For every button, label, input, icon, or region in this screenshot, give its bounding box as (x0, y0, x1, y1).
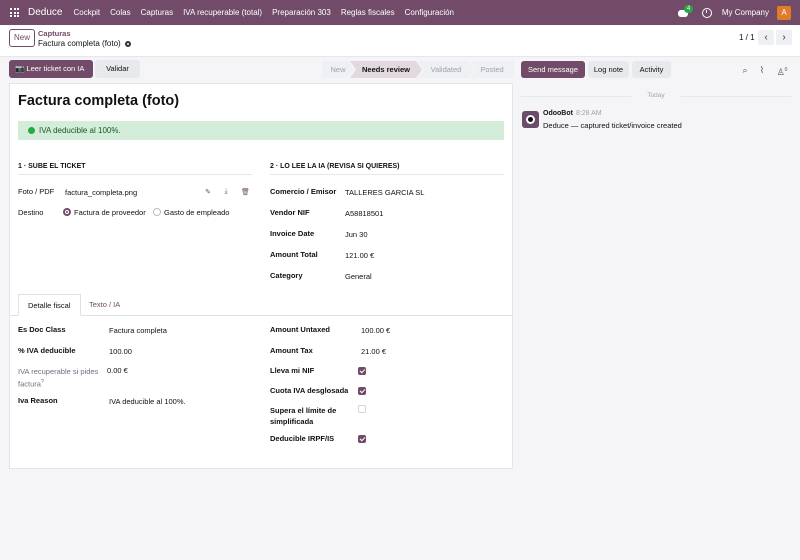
section-ai-reads: 2 · LO LEE LA IA (REVISA SI QUIERES) (270, 163, 504, 175)
pct-iva-field[interactable]: 100.00 (109, 347, 132, 356)
amount-untaxed-label: Amount Untaxed (270, 325, 330, 334)
message-author: OdooBot 8:28 AM (543, 110, 602, 117)
lleva-nif-checkbox[interactable] (358, 367, 366, 375)
validate-button[interactable]: Validar (95, 60, 140, 78)
gear-icon[interactable] (124, 40, 131, 47)
odoobot-avatar (522, 111, 539, 128)
menu-reglas-fiscales[interactable]: Reglas fiscales (340, 8, 395, 17)
doc-class-label: Es Doc Class (18, 325, 66, 334)
category-field[interactable]: General (345, 272, 372, 281)
iva-reason-field[interactable]: IVA deducible al 100%. (109, 397, 186, 406)
vendor-nif-label: Vendor NIF (270, 208, 310, 217)
destino-option-1[interactable]: Factura de proveedor (74, 208, 146, 217)
chat-icon[interactable]: 4 (677, 4, 694, 18)
supera-checkbox[interactable] (358, 405, 366, 413)
green-dot-icon (28, 126, 35, 134)
amount-tax-field[interactable]: 21.00 € (361, 347, 387, 356)
lleva-nif-label: Lleva mi NIF (270, 366, 315, 375)
app-brand[interactable]: Deduce (28, 7, 63, 18)
stage-posted[interactable]: Posted (470, 61, 514, 78)
section-upload-ticket: 1 · SUBE EL TICKET (18, 163, 252, 175)
company-switcher[interactable]: My Company (721, 8, 769, 17)
menu-iva-recuperable[interactable]: IVA recuperable (total) (183, 8, 263, 17)
iva-alert-text: IVA deducible al 100%. (39, 126, 121, 135)
log-note-button[interactable]: Log note (588, 61, 629, 78)
notebook-tabs: Detalle fiscal Texto / IA (10, 294, 512, 316)
edit-pencil-icon[interactable]: ✎ (205, 189, 211, 196)
cuota-iva-label: Cuota IVA desglosada (270, 386, 349, 395)
iva-recup-label-text: IVA recuperable si pides factura (18, 367, 99, 389)
iva-reason-label: Iva Reason (18, 396, 58, 405)
deducible-checkbox[interactable] (358, 435, 366, 443)
category-label: Category (270, 271, 303, 280)
pager-next-button[interactable]: › (776, 30, 792, 45)
message-time: 8:28 AM (575, 110, 602, 117)
supera-label: Supera el límite de simplificada (270, 406, 337, 426)
control-panel: New Capturas Factura completa (foto) 1 /… (0, 25, 800, 57)
followers-count: 0 (784, 67, 788, 73)
invoice-date-label: Invoice Date (270, 229, 315, 238)
pager-previous-button[interactable]: ‹ (758, 30, 774, 45)
read-ticket-label: Leer ticket con IA (26, 64, 85, 73)
iva-alert: IVA deducible al 100%. (18, 121, 504, 140)
chat-count-badge: 4 (683, 4, 694, 13)
pager-value[interactable]: 1 / 1 (739, 33, 755, 42)
invoice-date-field[interactable]: Jun 30 (345, 230, 368, 239)
user-avatar[interactable]: A (777, 5, 791, 20)
tab-detalle-fiscal[interactable]: Detalle fiscal (18, 294, 81, 316)
radio-factura-proveedor[interactable] (63, 208, 71, 216)
cuota-iva-checkbox[interactable] (358, 387, 366, 395)
stage-new[interactable]: New (322, 61, 354, 78)
top-navbar: Deduce Cockpit Colas Capturas IVA recupe… (0, 0, 800, 25)
photo-label: Foto / PDF (18, 187, 55, 196)
iva-recup-label: IVA recuperable si pides factura? (18, 366, 100, 390)
status-bar: New Needs review Validated Posted (322, 61, 514, 78)
amount-tax-label: Amount Tax (270, 346, 313, 355)
commerce-field[interactable]: TALLERES GARCIA SL (345, 188, 425, 197)
new-button[interactable]: New (9, 29, 35, 47)
clock-icon[interactable] (701, 7, 712, 18)
commerce-label: Comercio / Emisor (270, 187, 337, 196)
doc-class-field[interactable]: Factura completa (109, 326, 167, 335)
app-grid-icon[interactable] (10, 8, 19, 17)
stage-needs-review[interactable]: Needs review (350, 61, 422, 78)
menu-cockpit[interactable]: Cockpit (73, 8, 101, 17)
form-sheet: Factura completa (foto) IVA deducible al… (9, 83, 513, 469)
radio-gasto-empleado[interactable] (153, 208, 161, 216)
pct-iva-label: % IVA deducible (18, 346, 76, 355)
vendor-nif-field[interactable]: A58818501 (345, 209, 384, 218)
breadcrumb-current: Factura completa (foto) (38, 39, 131, 48)
camera-icon: 📷 (15, 64, 25, 73)
send-message-button[interactable]: Send message (521, 61, 585, 78)
message-body: Deduce — captured ticket/invoice created (543, 121, 682, 130)
destino-label: Destino (18, 208, 44, 217)
breadcrumb-current-label: Factura completa (foto) (38, 39, 121, 48)
read-ticket-button[interactable]: 📷 Leer ticket con IA (9, 60, 93, 78)
tab-texto-ia[interactable]: Texto / IA (89, 300, 121, 309)
help-tooltip-icon[interactable]: ? (40, 379, 44, 385)
iva-recup-field[interactable]: 0.00 € (107, 366, 128, 375)
destino-option-2[interactable]: Gasto de empleado (164, 208, 230, 217)
deducible-label: Deducible IRPF/IS (270, 434, 335, 443)
amount-total-field[interactable]: 121.00 € (345, 251, 375, 260)
menu-colas[interactable]: Colas (110, 8, 131, 17)
search-icon[interactable]: ⌕ (742, 65, 748, 75)
menu-configuracion[interactable]: Configuración (404, 8, 454, 17)
author-name: OdooBot (543, 110, 573, 117)
followers-icon[interactable]: ♙0 (776, 67, 788, 77)
amount-untaxed-field[interactable]: 100.00 € (361, 326, 391, 335)
trash-icon[interactable]: 🗑 (241, 189, 250, 196)
stage-validated[interactable]: Validated (418, 61, 474, 78)
amount-total-label: Amount Total (270, 250, 318, 259)
download-icon[interactable]: ⤓ (224, 188, 228, 195)
paperclip-icon[interactable]: ⌇ (759, 65, 765, 75)
photo-filename[interactable]: factura_completa.png (65, 188, 138, 197)
breadcrumb-parent[interactable]: Capturas (38, 29, 71, 38)
menu-preparacion-303[interactable]: Preparación 303 (272, 8, 331, 17)
activity-button[interactable]: Activity (632, 61, 671, 78)
menu-capturas[interactable]: Capturas (140, 8, 174, 17)
date-separator: Today (521, 92, 791, 99)
record-title[interactable]: Factura completa (foto) (18, 93, 180, 109)
